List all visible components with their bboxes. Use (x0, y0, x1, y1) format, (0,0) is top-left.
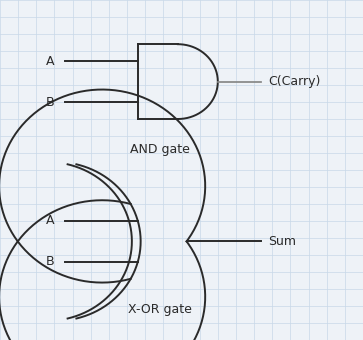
Text: AND gate: AND gate (130, 143, 189, 156)
Text: A: A (46, 55, 54, 68)
Text: C(Carry): C(Carry) (269, 75, 321, 88)
Text: B: B (46, 96, 54, 108)
Text: X-OR gate: X-OR gate (128, 303, 192, 316)
Text: Sum: Sum (269, 235, 297, 248)
Text: A: A (46, 215, 54, 227)
Text: B: B (46, 255, 54, 268)
